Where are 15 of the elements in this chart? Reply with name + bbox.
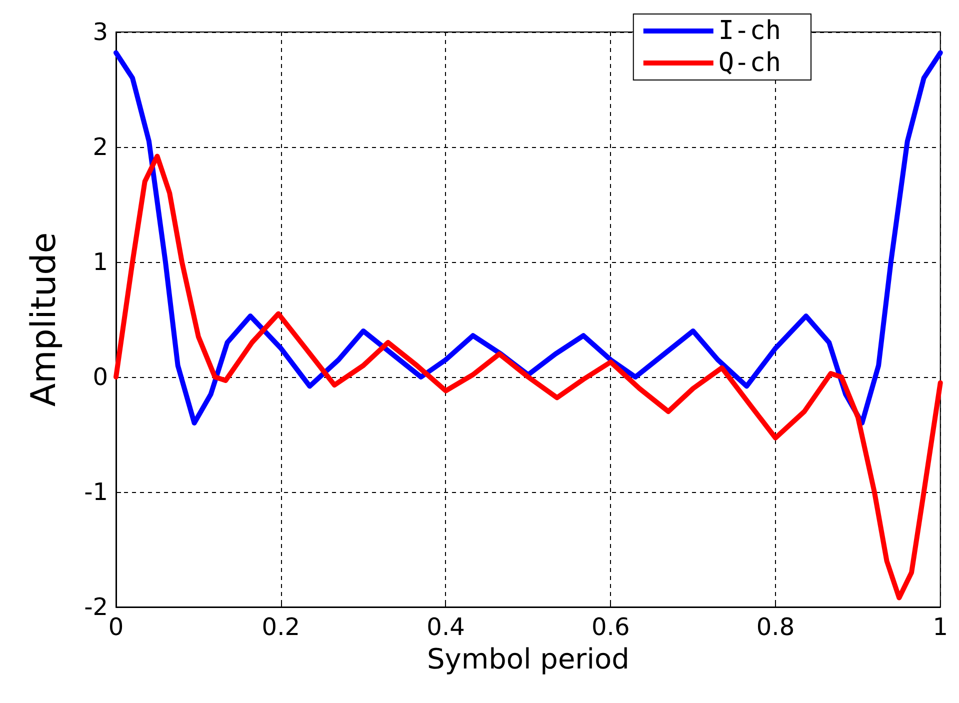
y-tick-label: 3 bbox=[92, 18, 108, 46]
x-tick-label: 0.6 bbox=[592, 613, 630, 641]
x-tick-label: 1 bbox=[932, 613, 948, 641]
y-tick-label: -1 bbox=[84, 478, 108, 506]
x-tick-label: 0.4 bbox=[426, 613, 465, 641]
y-tick-label: 1 bbox=[92, 248, 108, 276]
legend-label: Q-ch bbox=[718, 48, 782, 78]
x-tick-label: 0.8 bbox=[756, 613, 795, 641]
y-axis-title: Amplitude bbox=[24, 232, 64, 407]
y-tick-label: -2 bbox=[84, 593, 108, 621]
x-axis-title: Symbol period bbox=[426, 642, 630, 676]
legend-label: I-ch bbox=[718, 16, 782, 46]
y-tick-label: 0 bbox=[92, 363, 108, 391]
x-tick-label: 0.2 bbox=[262, 613, 300, 641]
y-tick-label: 2 bbox=[92, 133, 108, 161]
